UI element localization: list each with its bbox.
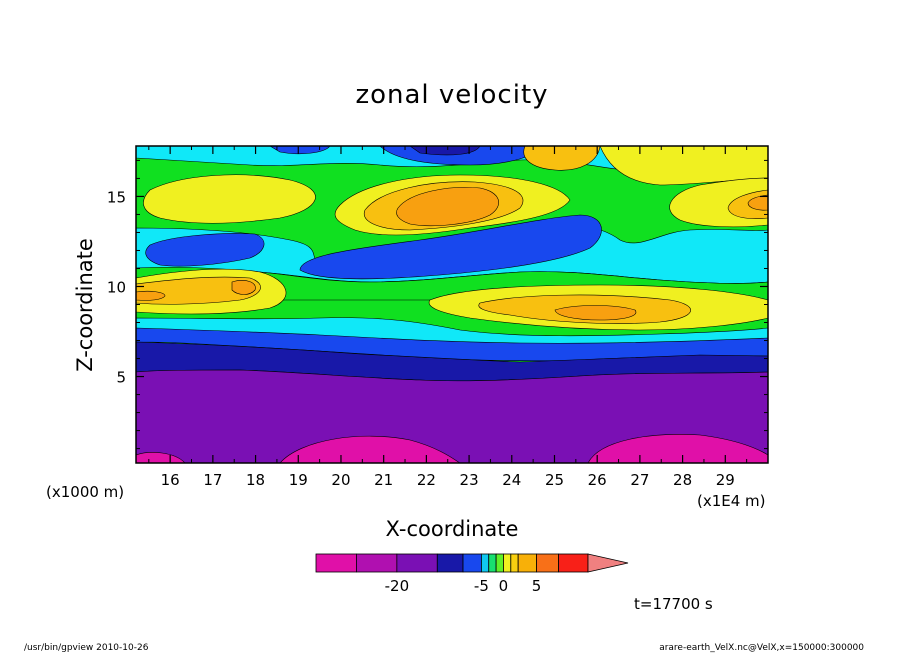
- colorbar-cell: [488, 553, 497, 573]
- colorbar-cell: [356, 553, 398, 573]
- colorbar-cell: [481, 553, 490, 573]
- x-axis-title: X-coordinate: [386, 517, 519, 541]
- x-tick-label: 23: [460, 471, 479, 489]
- band-weak-positive-upper-left: [143, 174, 316, 224]
- y-unit-label: (x1000 m): [46, 483, 124, 501]
- colorbar-cell: [396, 553, 438, 573]
- band-strong-negative: [136, 369, 768, 463]
- colorbar-tick-label: -5: [474, 577, 489, 595]
- colorbar-cell: [558, 553, 589, 573]
- band-deep-negative-center: [279, 435, 461, 463]
- y-tick-label: 5: [116, 369, 126, 387]
- chart-title: zonal velocity: [355, 80, 548, 110]
- colorbar-extend-triangle: [587, 553, 629, 573]
- colorbar-tick-label: 5: [532, 577, 542, 595]
- x-axis: 16 17 18 19 20 21 22 23 24 25 26 27 28 29: [148, 146, 748, 489]
- colorbar-cell: [503, 553, 512, 573]
- colorbar-cell: [510, 553, 519, 573]
- y-axis: 5 10 15: [107, 159, 768, 450]
- band-deep-negative-right: [587, 434, 768, 463]
- x-tick-label: 18: [246, 471, 265, 489]
- colorbar-cell: [536, 553, 559, 573]
- colorbar-cell: [495, 553, 504, 573]
- x-tick-label: 24: [502, 471, 521, 489]
- band-strong-positive-left-mid: [136, 290, 166, 301]
- footer-source: arare-earth_VelX.nc@VelX,x=150000:300000: [659, 643, 864, 653]
- band-strong-positive-right-mid: [554, 305, 637, 321]
- band-negative-blue-center: [299, 214, 602, 280]
- x-tick-label: 22: [417, 471, 436, 489]
- colorbar-cell: [462, 553, 482, 573]
- band-positive-left-mid: [136, 276, 261, 305]
- x-tick-label: 28: [673, 471, 692, 489]
- x-tick-label: 26: [588, 471, 607, 489]
- band-strong-positive-center: [396, 187, 499, 227]
- x-tick-label: 25: [545, 471, 564, 489]
- colorbar: [315, 553, 629, 573]
- y-axis-title: Z-coordinate: [73, 238, 97, 372]
- colorbar-labels: -20 -5 0 5: [385, 577, 542, 595]
- x-tick-label: 29: [716, 471, 735, 489]
- band-positive-top: [523, 146, 601, 171]
- y-tick-label: 10: [107, 278, 126, 296]
- x-unit-label: (x1E4 m): [697, 492, 766, 510]
- colorbar-cell: [436, 553, 464, 573]
- contour-field: [136, 146, 768, 463]
- footer-program: /usr/bin/gpview 2010-10-26: [24, 643, 149, 653]
- x-tick-label: 19: [289, 471, 308, 489]
- band-strong-positive-left-mid-2: [231, 280, 256, 295]
- colorbar-tick-label: -20: [385, 577, 410, 595]
- band-deep-negative-left: [136, 452, 186, 463]
- x-tick-label: 27: [630, 471, 649, 489]
- time-label: t=17700 s: [634, 595, 713, 613]
- colorbar-cell: [517, 553, 537, 573]
- band-negative-blue-left: [145, 233, 265, 267]
- x-tick-label: 20: [331, 471, 350, 489]
- x-tick-label: 17: [203, 471, 222, 489]
- colorbar-cell: [315, 553, 357, 573]
- colorbar-tick-label: 0: [499, 577, 509, 595]
- y-tick-label: 15: [107, 188, 126, 206]
- x-tick-label: 16: [161, 471, 180, 489]
- x-tick-label: 21: [374, 471, 393, 489]
